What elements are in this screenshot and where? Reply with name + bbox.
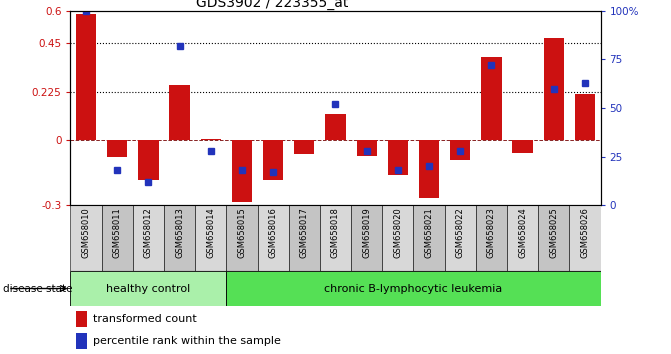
Bar	[164, 205, 195, 271]
Bar	[388, 141, 408, 175]
Bar	[226, 271, 601, 306]
Text: chronic B-lymphocytic leukemia: chronic B-lymphocytic leukemia	[324, 284, 503, 293]
Bar	[76, 311, 87, 327]
Bar	[419, 141, 440, 198]
Bar	[133, 205, 164, 271]
Bar	[481, 57, 501, 141]
Bar	[226, 205, 258, 271]
Text: GSM658019: GSM658019	[362, 207, 371, 258]
Bar	[101, 205, 133, 271]
Bar	[70, 205, 101, 271]
Text: GSM658015: GSM658015	[238, 207, 246, 258]
Bar	[382, 205, 413, 271]
Bar	[76, 333, 87, 349]
Text: GSM658025: GSM658025	[550, 207, 558, 258]
Bar	[507, 205, 538, 271]
Text: transformed count: transformed count	[93, 314, 197, 324]
Text: disease state: disease state	[3, 284, 73, 293]
Title: GDS3902 / 223355_at: GDS3902 / 223355_at	[196, 0, 348, 10]
Text: healthy control: healthy control	[106, 284, 191, 293]
Bar	[263, 141, 283, 181]
Text: GSM658023: GSM658023	[487, 207, 496, 258]
Text: GSM658013: GSM658013	[175, 207, 184, 258]
Text: GSM658026: GSM658026	[580, 207, 589, 258]
Bar	[107, 141, 127, 156]
Bar	[70, 271, 226, 306]
Text: GSM658014: GSM658014	[206, 207, 215, 258]
Bar	[538, 205, 570, 271]
Bar	[570, 205, 601, 271]
Bar	[320, 205, 351, 271]
Text: GSM658020: GSM658020	[393, 207, 403, 258]
Text: GSM658016: GSM658016	[268, 207, 278, 258]
Bar	[258, 205, 289, 271]
Bar	[231, 141, 252, 202]
Bar	[195, 205, 226, 271]
Text: GSM658017: GSM658017	[300, 207, 309, 258]
Bar	[76, 14, 96, 141]
Bar	[294, 141, 315, 154]
Text: GSM658010: GSM658010	[82, 207, 91, 258]
Bar	[289, 205, 320, 271]
Bar	[476, 205, 507, 271]
Bar	[413, 205, 445, 271]
Bar	[450, 141, 470, 160]
Bar	[544, 38, 564, 141]
Bar	[138, 141, 158, 181]
Text: GSM658024: GSM658024	[518, 207, 527, 258]
Text: GSM658018: GSM658018	[331, 207, 340, 258]
Bar	[170, 85, 190, 141]
Bar	[201, 139, 221, 141]
Bar	[513, 141, 533, 153]
Bar	[445, 205, 476, 271]
Bar	[356, 141, 377, 155]
Text: GSM658021: GSM658021	[425, 207, 433, 258]
Bar	[325, 114, 346, 141]
Text: GSM658011: GSM658011	[113, 207, 121, 258]
Bar	[351, 205, 382, 271]
Text: GSM658022: GSM658022	[456, 207, 465, 258]
Text: percentile rank within the sample: percentile rank within the sample	[93, 336, 280, 346]
Text: GSM658012: GSM658012	[144, 207, 153, 258]
Bar	[575, 94, 595, 141]
